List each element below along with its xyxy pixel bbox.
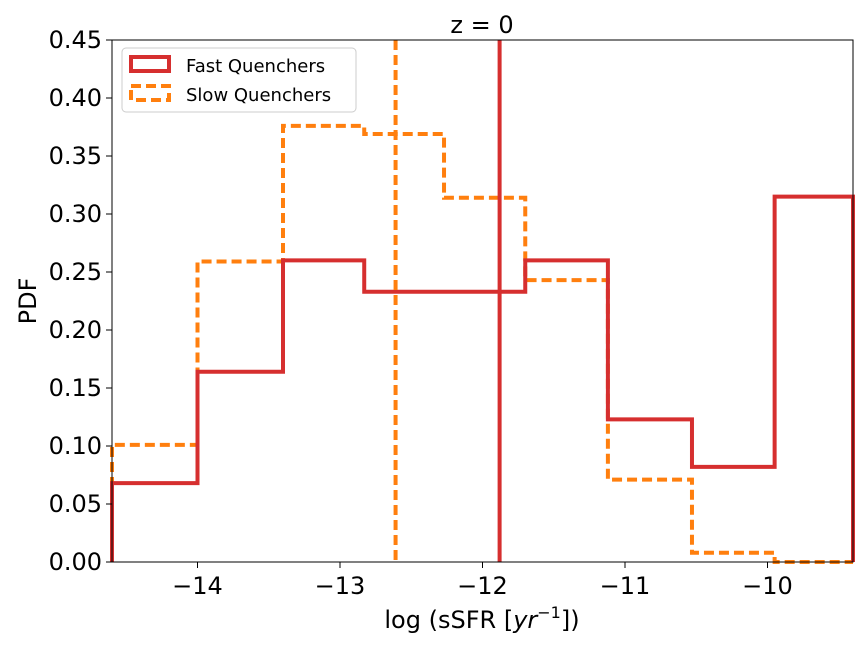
legend-frame bbox=[121, 47, 357, 113]
legend-swatch-slow bbox=[129, 84, 171, 102]
series-fast bbox=[110, 194, 855, 562]
x-axis-label-exp: −1 bbox=[537, 603, 561, 622]
median-layer bbox=[393, 40, 502, 562]
y-tick-label: 0.45 bbox=[49, 26, 102, 54]
y-tick-label: 0.30 bbox=[49, 200, 102, 228]
bin-fast-6 bbox=[608, 419, 692, 562]
bin-fast-5 bbox=[525, 260, 608, 562]
y-tick-label: 0.40 bbox=[49, 84, 102, 112]
x-axis-ticks: −14 −13 −12 −11 −10 bbox=[172, 562, 793, 600]
legend: Fast Quenchers Slow Quenchers bbox=[121, 47, 357, 113]
x-tick-label: −10 bbox=[742, 572, 793, 600]
bin-fast-3 bbox=[364, 292, 444, 562]
y-tick-label: 0.10 bbox=[49, 432, 102, 460]
x-tick-label: −13 bbox=[315, 572, 366, 600]
x-axis-label-suffix: ]) bbox=[561, 606, 580, 634]
x-tick-label: −11 bbox=[600, 572, 651, 600]
y-tick-label: 0.35 bbox=[49, 142, 102, 170]
x-tick-label: −12 bbox=[457, 572, 508, 600]
y-tick-label: 0.00 bbox=[49, 548, 102, 576]
y-axis-ticks: 0.00 0.05 0.10 0.15 0.20 0.25 0.30 0.35 0.40 0.45 bbox=[49, 26, 112, 576]
legend-label-slow: Slow Quenchers bbox=[186, 85, 331, 106]
chart-title: z = 0 bbox=[450, 11, 513, 39]
x-axis-label-var: yr bbox=[512, 606, 539, 634]
bin-fast-0 bbox=[112, 483, 198, 562]
histogram-outline-slow bbox=[110, 123, 853, 564]
legend-label-fast: Fast Quenchers bbox=[186, 56, 325, 77]
plot-area bbox=[112, 40, 853, 562]
y-tick-label: 0.25 bbox=[49, 258, 102, 286]
x-axis-label-prefix: log (sSFR [ bbox=[384, 606, 513, 634]
bin-fast-4 bbox=[444, 292, 525, 562]
y-tick-label: 0.20 bbox=[49, 316, 102, 344]
histogram-outline-fast bbox=[110, 194, 855, 562]
series-slow bbox=[110, 123, 853, 564]
legend-swatch-fast bbox=[129, 55, 171, 73]
y-tick-label: 0.05 bbox=[49, 490, 102, 518]
x-axis-label: log (sSFR [yr−1]) bbox=[384, 603, 579, 634]
x-tick-label: −14 bbox=[172, 572, 223, 600]
bin-fast-1 bbox=[198, 372, 284, 562]
bin-fast-2 bbox=[283, 260, 364, 562]
y-tick-label: 0.15 bbox=[49, 374, 102, 402]
bin-fast-8 bbox=[775, 197, 853, 562]
y-axis-label: PDF bbox=[14, 278, 42, 325]
series-layer bbox=[110, 123, 855, 564]
bin-fast-7 bbox=[692, 467, 775, 562]
